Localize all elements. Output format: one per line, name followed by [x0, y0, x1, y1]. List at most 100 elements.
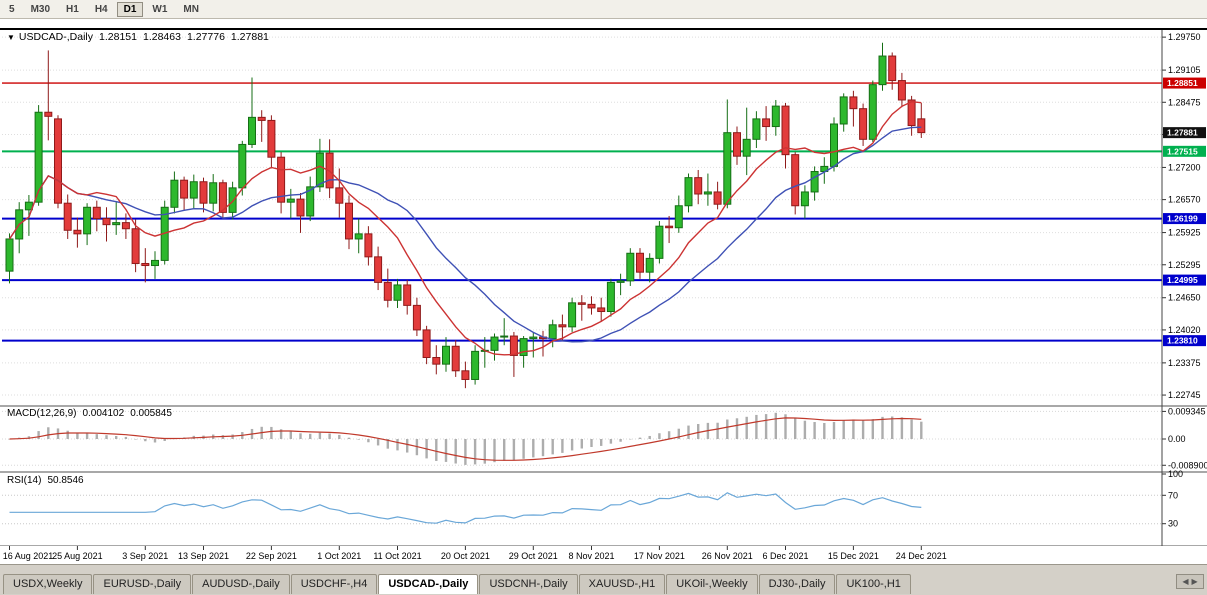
macd-histogram-bar — [134, 439, 137, 440]
candle — [189, 181, 198, 199]
candle — [257, 116, 266, 121]
candle — [383, 281, 392, 301]
tab-usdcad-daily[interactable]: USDCAD-,Daily — [378, 574, 479, 594]
candle — [92, 206, 101, 220]
candle — [568, 302, 577, 328]
timeframe-button-mn[interactable]: MN — [183, 3, 199, 15]
rsi-indicator-label: RSI(14) 50.8546 — [7, 475, 90, 486]
date-tick-label: 20 Oct 2021 — [441, 551, 490, 561]
macd-histogram-bar — [803, 420, 807, 439]
macd-histogram-bar — [891, 416, 894, 439]
ohlc-open: 1.28151 — [99, 31, 137, 43]
price-badge — [1163, 145, 1206, 157]
tab-dj30-daily[interactable]: DJ30-,Daily — [758, 574, 836, 594]
macd-histogram-bar — [493, 439, 496, 463]
price-axis — [1162, 36, 1166, 396]
macd-histogram-bar — [716, 422, 719, 439]
candle — [791, 154, 800, 207]
panel-separator[interactable] — [0, 471, 1207, 473]
macd-histogram-bar — [532, 439, 535, 458]
macd-histogram-bar — [638, 437, 642, 439]
macd-histogram-bar — [764, 414, 768, 439]
date-tick-label: 13 Sep 2021 — [178, 551, 229, 561]
candle — [199, 181, 208, 204]
macd-name: MACD(12,26,9) — [7, 408, 77, 419]
candle — [335, 187, 344, 204]
tab-eurusd-daily[interactable]: EURUSD-,Daily — [93, 574, 192, 594]
candle — [83, 206, 92, 235]
candle — [684, 177, 693, 207]
horizontal-level-lines[interactable] — [2, 82, 1162, 342]
candle — [694, 177, 703, 195]
candles-layer — [5, 42, 926, 389]
candle — [422, 329, 431, 359]
ohlc-close: 1.27881 — [230, 31, 269, 43]
price-badge — [1163, 127, 1206, 139]
tab-usdchf-h4[interactable]: USDCHF-,H4 — [290, 574, 378, 594]
chart-window[interactable]: 1.297501.291051.284751.278451.272001.265… — [0, 19, 1207, 564]
macd-histogram-bar — [600, 439, 603, 446]
timeframe-button-5[interactable]: 5 — [9, 3, 15, 15]
tab-usdx-weekly[interactable]: USDX,Weekly — [3, 574, 93, 594]
candle — [519, 338, 528, 356]
macd-panel[interactable] — [2, 410, 1166, 466]
macd-histogram-bar — [144, 439, 147, 442]
candle — [44, 111, 53, 117]
tab-xauusd-h1[interactable]: XAUUSD-,H1 — [578, 574, 666, 594]
macd-histogram-bar — [503, 439, 506, 461]
timeframe-button-w1[interactable]: W1 — [152, 3, 168, 15]
macd-histogram-bar — [512, 439, 516, 461]
candle — [703, 191, 712, 195]
tab-uk100-h1[interactable]: UK100-,H1 — [836, 574, 911, 594]
timeframe-button-d1[interactable]: D1 — [116, 1, 144, 17]
macd-histogram-bar — [76, 432, 79, 439]
macd-histogram-bar — [279, 429, 283, 439]
candle — [112, 222, 121, 226]
tab-scroll-right-icon[interactable]: ▶ — [1191, 577, 1198, 586]
macd-histogram-bar — [832, 421, 836, 439]
candle — [364, 233, 373, 258]
macd-histogram-bar — [357, 439, 360, 440]
candle — [888, 55, 897, 82]
tab-usdcnh-daily[interactable]: USDCNH-,Daily — [479, 574, 578, 594]
tab-ukoil-weekly[interactable]: UKOil-,Weekly — [666, 574, 758, 594]
rsi-value: 50.8546 — [47, 475, 84, 486]
candle — [577, 302, 586, 305]
tab-audusd-daily[interactable]: AUDUSD-,Daily — [192, 574, 290, 594]
chart-collapse-icon[interactable]: ▼ — [7, 33, 15, 42]
candle — [907, 99, 916, 127]
candle — [461, 370, 470, 380]
macd-histogram-bar — [900, 417, 904, 439]
rsi-tick-label: 100 — [1168, 469, 1183, 479]
candle — [374, 256, 383, 283]
tab-scroll-left-icon[interactable]: ◀ — [1182, 577, 1189, 586]
tab-scroll-buttons[interactable]: ◀ ▶ — [1176, 574, 1204, 589]
chart-tab-bar: USDX,Weekly EURUSD-,Daily AUDUSD-,Daily USD… — [0, 564, 1207, 595]
timeframe-button-h1[interactable]: H1 — [66, 3, 79, 15]
candle — [73, 229, 82, 235]
date-tick-label: 15 Dec 2021 — [828, 551, 879, 561]
candle — [674, 205, 683, 229]
panel-separator[interactable] — [0, 405, 1207, 407]
svg-text:1.26199: 1.26199 — [1167, 214, 1198, 224]
candlestick-chart[interactable]: 1.297501.291051.284751.278451.272001.265… — [0, 19, 1207, 564]
macd-histogram-bar — [299, 433, 302, 439]
timeframe-button-m30[interactable]: M30 — [30, 3, 51, 15]
macd-histogram-bar — [289, 431, 292, 439]
rsi-tick-label: 30 — [1168, 519, 1178, 529]
candle — [752, 118, 761, 140]
candle — [587, 303, 596, 309]
timeframe-button-h4[interactable]: H4 — [94, 3, 108, 15]
macd-tick-label: 0.00 — [1168, 434, 1186, 444]
macd-histogram-bar — [541, 439, 545, 457]
macd-histogram-bar — [270, 426, 273, 439]
macd-histogram-bar — [95, 434, 98, 439]
macd-histogram-bar — [386, 439, 389, 449]
price-tick-label: 1.29105 — [1168, 65, 1201, 75]
candle — [277, 156, 286, 203]
rsi-panel[interactable] — [2, 473, 1166, 525]
candle — [655, 225, 664, 259]
candle — [412, 304, 421, 331]
candle — [616, 280, 625, 283]
macd-histogram-bar — [435, 439, 438, 461]
